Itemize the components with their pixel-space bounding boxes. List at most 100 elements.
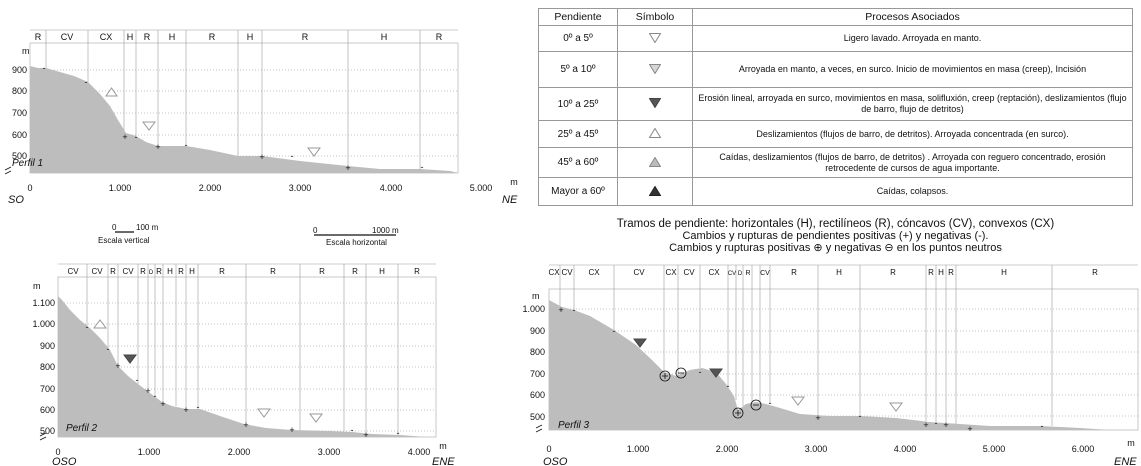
x-tick: 3.000 [318, 447, 341, 457]
break-markers: + - - - - - + - + - + + - [558, 305, 1043, 434]
segment-dividers [86, 264, 399, 435]
segment-label: R [178, 267, 184, 276]
segment-label: H [1001, 268, 1007, 277]
segment-label: D [738, 271, 743, 277]
segment-dividers [559, 265, 1053, 426]
neutral-points [659, 367, 762, 419]
break-markers: - - + - + - + + - + + - + - [86, 322, 400, 440]
segment-label: R [745, 270, 750, 277]
break-minus-icon: - [197, 402, 200, 412]
x-tick: 1.000 [138, 447, 161, 457]
segment-label: H [189, 267, 195, 276]
y-tick: 600 [530, 390, 545, 400]
notes-line-2: Cambios y rupturas de pendientes positiv… [682, 230, 989, 242]
x-tick: 1.000 [627, 444, 650, 454]
segment-label: CX [588, 268, 600, 277]
slope-range: 5º a 10º [538, 51, 618, 88]
segment-label: R [35, 32, 42, 42]
profile-name: Perfil 2 [66, 423, 98, 434]
x-tick: 1.000 [109, 183, 132, 193]
segment-label: R [436, 32, 443, 42]
segment-label: CV [61, 32, 74, 42]
segment-label: R [414, 267, 420, 276]
break-plus-icon: + [243, 420, 248, 430]
break-minus-icon: - [154, 391, 157, 401]
x-tick: 2.000 [716, 444, 739, 454]
triangle-down-open-icon [889, 402, 903, 412]
break-minus-icon: - [86, 322, 89, 332]
profile-end-direction: ENE [432, 456, 455, 466]
profile-end-direction: ENE [1114, 456, 1137, 466]
segment-label: R [352, 267, 358, 276]
profile-start-direction: OSO [543, 456, 568, 466]
profile-2: CV CV R CV R D R H R H R R R R H R m 500… [32, 263, 455, 466]
circled-plus-icon [662, 373, 668, 379]
notes-line-3: Cambios y rupturas positivas ⊕ y negativ… [538, 242, 1133, 254]
segment-labels: CV CV R CV R D R H R H R R R R H R [67, 267, 420, 276]
break-minus-icon: - [727, 381, 730, 391]
y-tick: 600 [40, 405, 55, 415]
header-slope: Pendiente [538, 8, 618, 26]
segment-label: CV [91, 267, 103, 276]
break-minus-icon: - [421, 162, 424, 172]
x-tick: 6.000 [1072, 444, 1095, 454]
segment-label: R [948, 268, 954, 277]
axis-break-icon [4, 166, 12, 175]
slope-range: 10º a 25º [538, 87, 618, 121]
break-minus-icon: - [136, 375, 139, 385]
x-tick: 0 [546, 444, 551, 454]
break-minus-icon: - [107, 344, 110, 354]
x-tick: 3.000 [805, 444, 828, 454]
circled-plus-icon [732, 407, 744, 419]
y-tick: 800 [12, 86, 27, 96]
break-plus-icon: + [115, 361, 120, 371]
segment-label: H [127, 32, 134, 42]
segment-label: H [247, 32, 254, 42]
legend-row: 45º a 60º Caídas, deslizamientos (flujos… [538, 147, 1133, 178]
break-plus-icon: + [145, 386, 150, 396]
y-tick: 500 [40, 426, 55, 436]
legend-row: 25º a 45º Deslizamientos (flujos de barr… [538, 120, 1133, 148]
y-tick: 900 [12, 65, 27, 75]
segment-label: H [167, 267, 173, 276]
x-tick: 0 [27, 183, 32, 193]
break-plus-icon: + [558, 305, 563, 315]
y-tick: 1.000 [522, 304, 545, 314]
break-minus-icon: - [43, 63, 46, 73]
legend-row: 10º a 25º Erosión lineal, arroyada en su… [538, 87, 1133, 121]
vertical-scale-value: 100 m [136, 223, 159, 232]
process-text: Arroyada en manto, a veces, en surco. In… [692, 51, 1133, 88]
x-tick: 0 [55, 447, 60, 457]
profile-name: Perfil 1 [12, 158, 43, 169]
segment-labels: CX CV CX CV CX CV CX CV D R CV R H R R H… [548, 268, 1098, 277]
segment-label: R [890, 268, 896, 277]
break-minus-icon: - [699, 367, 702, 377]
break-plus-icon: + [160, 399, 165, 409]
horizontal-scale-value: 1000 m [372, 226, 399, 235]
process-text: Caídas, colapsos. [692, 177, 1133, 206]
header-processes: Procesos Asociados [692, 8, 1133, 26]
slope-range: 0º a 5º [538, 25, 618, 52]
segment-label: R [156, 267, 162, 276]
circled-minus-icon [750, 399, 762, 411]
terrain-profile [58, 296, 436, 437]
segment-label: R [140, 267, 146, 276]
x-axis: 0 1.000 2.000 3.000 4.000 m [55, 441, 446, 457]
slope-range: 25º a 45º [538, 120, 618, 148]
legend-row: 5º a 10º Arroyada en manto, a veces, en … [538, 51, 1133, 88]
notes-line-1: Tramos de pendiente: horizontales (H), r… [616, 218, 1055, 230]
y-tick: 1.000 [32, 319, 55, 329]
segment-label: R [144, 32, 151, 42]
x-axis: 0 1.000 2.000 3.000 4.000 5.000 6.000 m [546, 438, 1134, 454]
break-plus-icon: + [815, 413, 820, 423]
x-tick: 5.000 [470, 183, 493, 193]
triangle-down-open-icon [791, 396, 805, 406]
break-minus-icon: - [85, 77, 88, 87]
break-plus-icon: + [122, 132, 127, 142]
segment-dividers [45, 30, 421, 169]
break-plus-icon: + [183, 405, 188, 415]
break-plus-icon: + [923, 420, 928, 430]
segment-label: R [219, 267, 225, 276]
break-minus-icon: - [613, 326, 616, 336]
